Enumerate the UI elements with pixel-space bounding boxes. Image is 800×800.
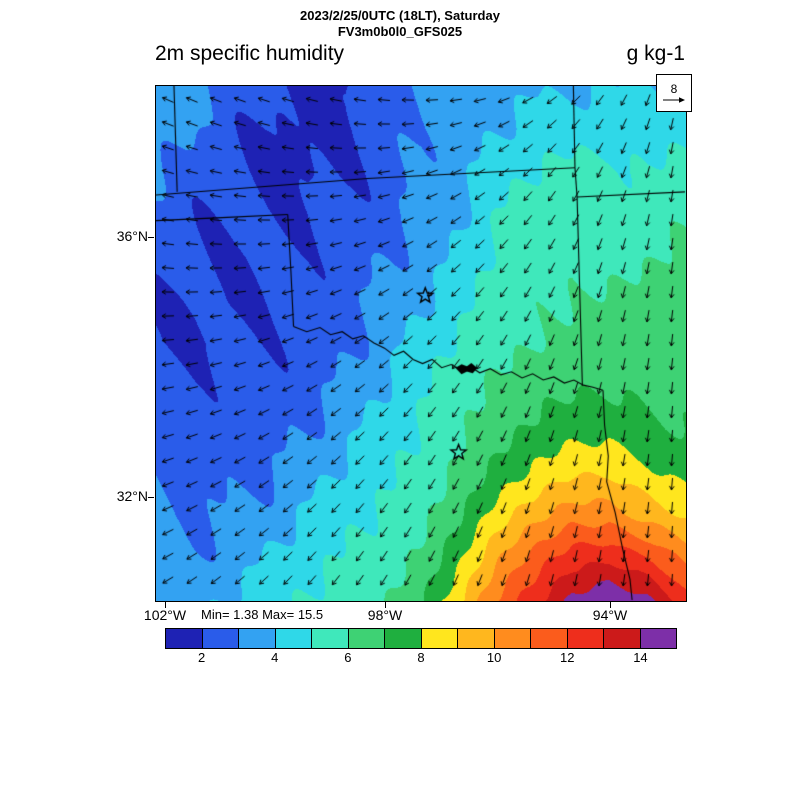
map-canvas xyxy=(156,86,686,601)
plot-model-id: FV3m0b0l0_GFS025 xyxy=(337,24,463,39)
plot-datetime: 2023/2/25/0UTC (18LT), Saturday xyxy=(300,8,500,23)
colorbar-tick-label: 6 xyxy=(344,650,352,665)
colorbar-tick-label: 4 xyxy=(271,650,279,665)
axis-tick xyxy=(385,602,386,608)
colorbar xyxy=(165,628,677,649)
axis-tick xyxy=(165,602,166,608)
colorbar-segment xyxy=(385,628,422,649)
colorbar-segment xyxy=(202,628,239,649)
wind-reference-arrow-icon xyxy=(663,96,685,103)
wind-reference-value: 8 xyxy=(670,81,678,96)
lat-label-32n: 32°N xyxy=(116,488,148,504)
colorbar-segment xyxy=(494,628,531,649)
colorbar-tick-label: 10 xyxy=(486,650,502,665)
plot-units-label: g kg-1 xyxy=(626,42,685,65)
lat-label-36n: 36°N xyxy=(116,228,148,244)
axis-tick xyxy=(610,602,611,608)
plot-title: 2m specific humidity xyxy=(155,42,345,65)
axis-tick xyxy=(148,497,154,498)
colorbar-segment xyxy=(348,628,385,649)
lon-label-98w: 98°W xyxy=(367,607,403,623)
colorbar-segment xyxy=(458,628,495,649)
lon-label-94w: 94°W xyxy=(592,607,628,623)
colorbar-segment xyxy=(604,628,641,649)
colorbar-tick-label: 12 xyxy=(560,650,575,665)
wind-reference-key: 8 xyxy=(656,74,692,112)
colorbar-segment xyxy=(567,628,604,649)
colorbar-segment xyxy=(239,628,276,649)
colorbar-tick-label: 8 xyxy=(417,650,425,665)
colorbar-segment xyxy=(275,628,312,649)
axis-tick xyxy=(148,237,154,238)
lon-label-102w: 102°W xyxy=(143,607,187,623)
colorbar-labels: 2 4 6 8 10 12 14 xyxy=(165,650,677,666)
colorbar-segment xyxy=(640,628,677,649)
colorbar-segment xyxy=(312,628,349,649)
colorbar-tick-label: 14 xyxy=(633,650,648,665)
colorbar-tick-label: 2 xyxy=(197,650,206,665)
colorbar-segment xyxy=(421,628,458,649)
map-frame xyxy=(155,85,687,602)
minmax-stats: Min= 1.38 Max= 15.5 xyxy=(201,607,324,622)
colorbar-segment xyxy=(531,628,568,649)
colorbar-segment xyxy=(165,628,203,649)
